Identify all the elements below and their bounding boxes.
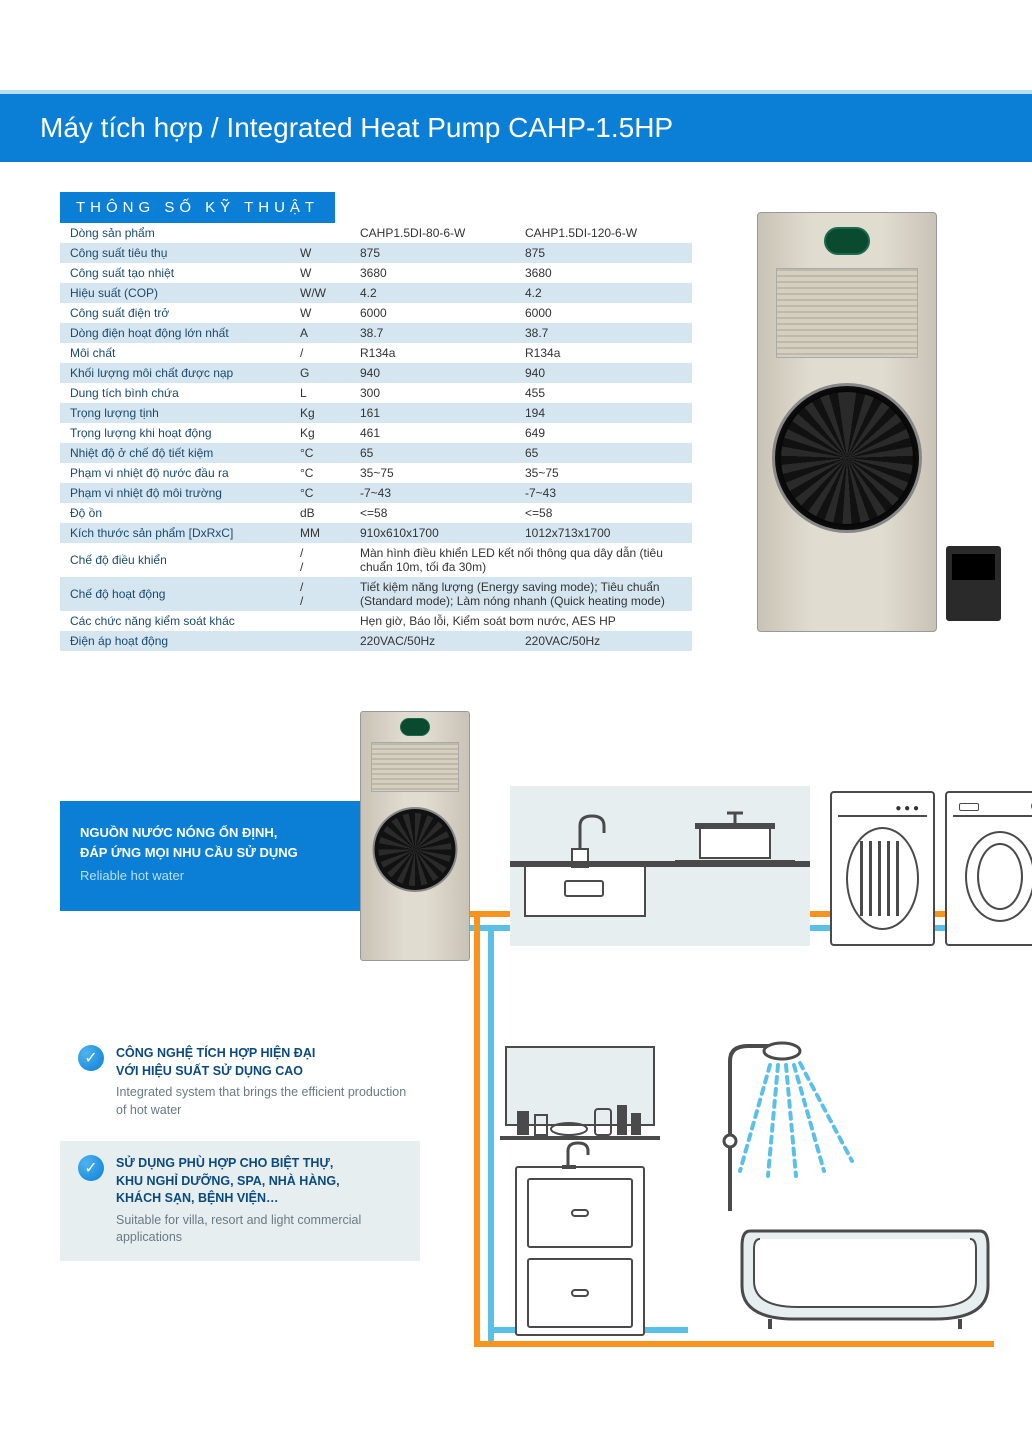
check-icon: ✓	[78, 1045, 104, 1071]
table-row: Công suất tiêu thụW875875	[60, 243, 692, 263]
table-row: Trọng lượng tịnhKg161194	[60, 403, 692, 423]
table-row: Môi chất/R134aR134a	[60, 343, 692, 363]
fan-icon	[772, 383, 922, 533]
table-row: Công suất tạo nhiệtW36803680	[60, 263, 692, 283]
faucet-icon	[560, 1141, 600, 1169]
table-row: Dung tích bình chứaL300455	[60, 383, 692, 403]
check-icon: ✓	[78, 1155, 104, 1181]
cold-pipe	[488, 925, 494, 1346]
toiletries-icon	[515, 1101, 645, 1136]
table-row: Kích thước sản phẩm [DxRxC]MM910x610x170…	[60, 523, 692, 543]
shelf-icon	[500, 1136, 660, 1140]
table-row: Hiệu suất (COP)W/W4.24.2	[60, 283, 692, 303]
feature1-en: Integrated system that brings the effici…	[116, 1084, 410, 1119]
feature-block-2: ✓ SỬ DỤNG PHÙ HỢP CHO BIỆT THỰ, KHU NGHỈ …	[60, 1141, 420, 1261]
table-row: Khối lượng môi chất được nạpG940940	[60, 363, 692, 383]
hot-pipe	[474, 911, 480, 1346]
page-title: Máy tích hợp / Integrated Heat Pump CAHP…	[0, 90, 1032, 162]
infographic-diagram: NGUỒN NƯỚC NÓNG ỔN ĐỊNH, ĐÁP ỨNG MỌI NHU …	[60, 711, 972, 1391]
headline-vn-2: ĐÁP ỨNG MỌI NHU CẦU SỬ DỤNG	[80, 845, 298, 860]
table-row: Trọng lượng khi hoạt độngKg461649	[60, 423, 692, 443]
feature2-vn-3: KHÁCH SẠN, BỆNH VIỆN…	[116, 1191, 279, 1205]
spec-header: THÔNG SỐ KỸ THUẬT	[60, 192, 335, 223]
vent-grille-icon	[776, 268, 918, 358]
controller-panel-icon	[946, 546, 1001, 621]
feature1-vn-1: CÔNG NGHỆ TÍCH HỢP HIỆN ĐẠI	[116, 1046, 315, 1060]
stove-pot-icon	[665, 808, 805, 868]
brand-badge-icon	[824, 227, 870, 255]
table-row: Độ ồndB<=58<=58	[60, 503, 692, 523]
bathtub-icon	[740, 1211, 990, 1331]
headline-vn-1: NGUỒN NƯỚC NÓNG ỔN ĐỊNH,	[80, 825, 277, 840]
table-row: Dòng điện hoạt động lớn nhấtA38.738.7	[60, 323, 692, 343]
vanity-cabinet-icon	[515, 1166, 645, 1336]
feature2-vn-2: KHU NGHỈ DƯỠNG, SPA, NHÀ HÀNG,	[116, 1174, 340, 1188]
table-row: Dòng sản phẩmCAHP1.5DI-80-6-WCAHP1.5DI-1…	[60, 223, 692, 243]
product-hero-image	[722, 192, 972, 651]
headline-box: NGUỒN NƯỚC NÓNG ỔN ĐỊNH, ĐÁP ỨNG MỌI NHU …	[60, 801, 360, 911]
table-row: Các chức năng kiểm soát khácHẹn giờ, Báo…	[60, 611, 692, 631]
table-row: Phạm vi nhiệt độ môi trường°C-7~43-7~43	[60, 483, 692, 503]
feature1-vn-2: VỚI HIỆU SUẤT SỬ DỤNG CAO	[116, 1064, 303, 1078]
table-row: Nhiệt độ ở chế độ tiết kiệm°C6565	[60, 443, 692, 463]
table-row: Phạm vi nhiệt độ nước đầu ra°C35~7535~75	[60, 463, 692, 483]
spec-table: Dòng sản phẩmCAHP1.5DI-80-6-WCAHP1.5DI-1…	[60, 223, 692, 651]
table-row: Điện áp hoạt động220VAC/50Hz220VAC/50Hz	[60, 631, 692, 651]
washing-machine-icon	[945, 791, 1032, 946]
shower-icon	[720, 1041, 880, 1221]
dishwasher-icon: ● ● ●	[830, 791, 935, 946]
hot-pipe	[474, 1341, 994, 1347]
feature2-en: Suitable for villa, resort and light com…	[116, 1212, 410, 1247]
feature2-vn-1: SỬ DỤNG PHÙ HỢP CHO BIỆT THỰ,	[116, 1156, 333, 1170]
headline-en: Reliable hot water	[80, 868, 340, 883]
feature-block-1: ✓ CÔNG NGHỆ TÍCH HỢP HIỆN ĐẠI VỚI HIỆU SU…	[60, 1031, 420, 1133]
heatpump-diagram-icon	[360, 711, 470, 961]
table-row: Công suất điện trởW60006000	[60, 303, 692, 323]
table-row: Chế độ điều khiển//Màn hình điều khiển L…	[60, 543, 692, 577]
table-row: Chế độ hoạt động//Tiết kiệm năng lượng (…	[60, 577, 692, 611]
